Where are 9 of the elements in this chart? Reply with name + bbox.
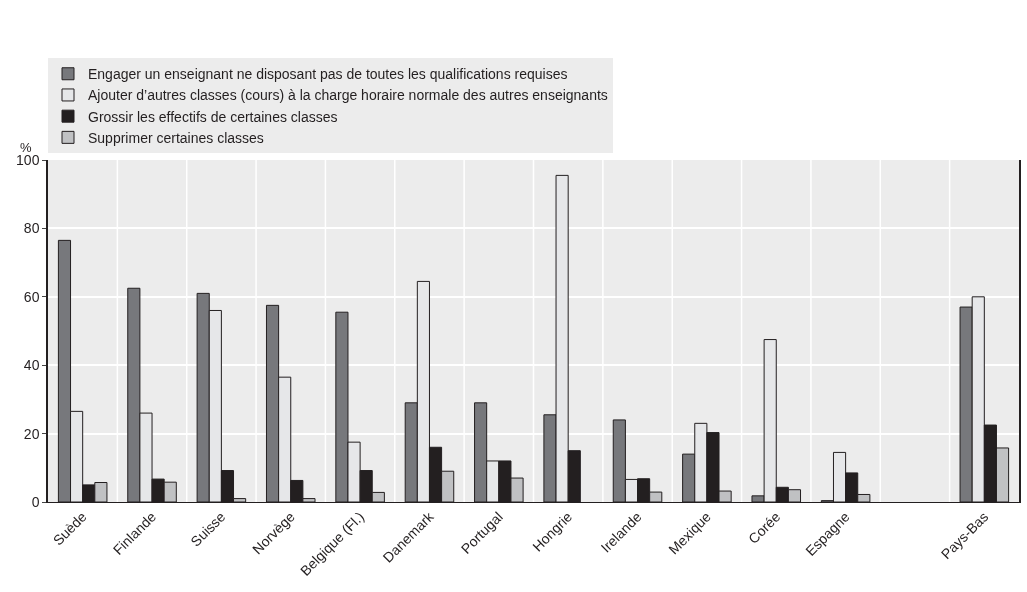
legend-label: Engager un enseignant ne disposant pas de toutes les qualifications requises	[88, 66, 568, 83]
y-tick-label: 60	[23, 288, 40, 305]
y-tick-label: 40	[23, 357, 40, 374]
legend-label: Ajouter d’autres classes (cours) à la charge horaire normale des autres enseignants	[88, 87, 608, 104]
legend-label: Grossir les effectifs de certaines classes	[88, 108, 338, 125]
legend-label: Supprimer certaines classes	[88, 129, 264, 146]
y-tick-label: 0	[31, 493, 40, 510]
y-tick-label: 80	[23, 220, 40, 237]
y-tick-label: 20	[23, 425, 40, 442]
